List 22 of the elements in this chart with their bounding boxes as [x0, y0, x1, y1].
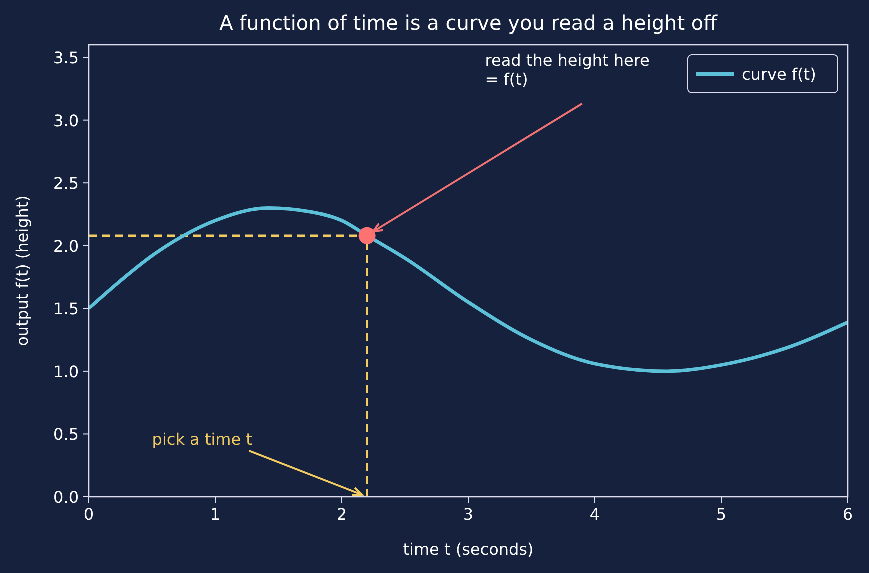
y-tick-label: 2.0 [54, 236, 79, 256]
x-tick-label: 5 [716, 505, 727, 524]
y-tick-label: 3.5 [54, 48, 79, 68]
x-axis-title: time t (seconds) [403, 540, 534, 559]
x-tick-label: 6 [842, 505, 854, 524]
y-tick-label: 3.0 [54, 111, 79, 130]
y-tick-label: 0.0 [54, 488, 79, 507]
y-axis-title: output f(t) (height) [13, 196, 32, 346]
y-tick-label: 0.5 [54, 425, 79, 444]
x-tick-label: 1 [210, 505, 221, 524]
y-tick-label: 2.5 [54, 174, 79, 194]
line-series [87, 206, 850, 374]
x-tick-label: 3 [463, 505, 474, 524]
chart-title: A function of time is a curve you read a height off [220, 11, 719, 35]
y-tick-label: 1.0 [54, 362, 79, 382]
x-tick-label: 4 [590, 505, 600, 524]
annotation: pick a time t [152, 430, 252, 449]
y-tick-label: 1.5 [54, 300, 79, 319]
x-tick-label: 0 [84, 505, 94, 524]
x-tick-label: 2 [336, 505, 348, 524]
legend-label: curve f(t) [742, 65, 816, 84]
annotation: read the height here = f(t) [485, 50, 650, 89]
